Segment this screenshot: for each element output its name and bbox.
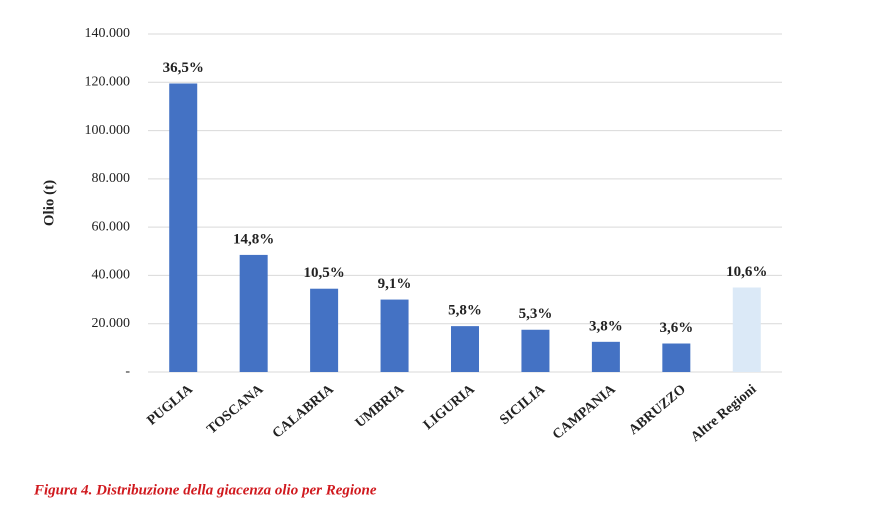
data-label: 5,8%	[448, 303, 482, 319]
bar	[451, 326, 479, 372]
data-label: 10,6%	[726, 264, 767, 280]
y-tick-label: 20.000	[92, 316, 131, 331]
y-axis-label: Olio (t)	[41, 180, 57, 226]
x-tick-label: CAMPANIA	[550, 381, 619, 442]
y-tick-label: 60.000	[92, 219, 131, 234]
data-label: 10,5%	[303, 265, 344, 281]
x-tick-label: SICILIA	[497, 381, 548, 428]
bar	[380, 299, 409, 372]
x-tick-label: Altre Regioni	[688, 382, 759, 445]
y-tick-label: 100.000	[85, 123, 131, 138]
x-tick-label: TOSCANA	[204, 381, 267, 437]
bar	[521, 329, 550, 372]
bar	[732, 287, 761, 372]
x-tick-label: CALABRIA	[270, 381, 338, 441]
y-tick-label: 80.000	[92, 171, 131, 186]
y-tick-label: -	[125, 364, 130, 379]
x-tick-label: PUGLIA	[145, 381, 197, 428]
caption: Figura 4. Distribuzione della giacenza o…	[33, 482, 377, 498]
bar	[310, 288, 339, 372]
data-label: 3,6%	[659, 320, 693, 336]
y-tick-label: 140.000	[85, 26, 131, 41]
y-tick-label: 40.000	[92, 268, 131, 283]
data-label: 9,1%	[378, 276, 412, 292]
data-label: 3,8%	[589, 318, 623, 334]
data-label: 5,3%	[519, 306, 553, 322]
data-label: 36,5%	[163, 60, 204, 76]
x-tick-label: ABRUZZO	[626, 382, 689, 438]
x-tick-label: UMBRIA	[353, 381, 408, 431]
y-tick-label: 120.000	[85, 75, 131, 90]
bar	[169, 83, 198, 372]
bar	[662, 343, 691, 372]
bar	[239, 254, 268, 372]
data-label: 14,8%	[233, 231, 274, 247]
bar	[591, 341, 620, 372]
x-tick-label: LIGURIA	[421, 381, 478, 433]
